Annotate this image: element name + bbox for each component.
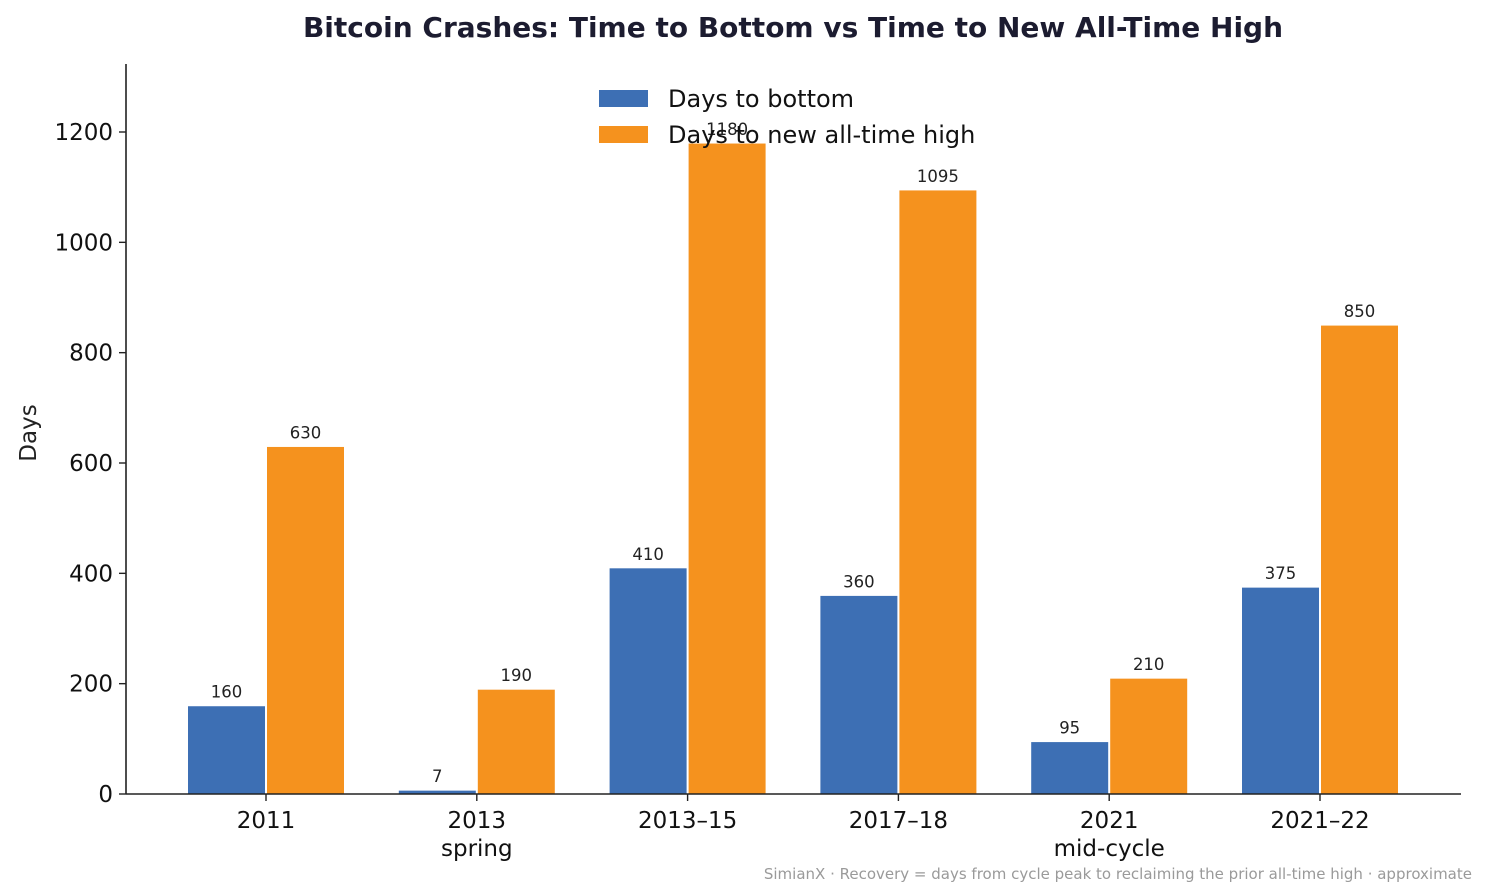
data-label: 1095 — [917, 167, 959, 186]
bar-days-to-ath — [1109, 677, 1189, 795]
bar-days-to-bottom — [608, 567, 688, 795]
x-tick-label: 2013–15 — [638, 808, 737, 834]
data-label: 95 — [1059, 719, 1080, 738]
y-axis-ticks: 0 200 400 600 800 1000 1200 — [54, 120, 126, 808]
data-label: 190 — [501, 666, 533, 685]
footnote: SimianX · Recovery = days from cycle pea… — [764, 865, 1472, 883]
bar-days-to-ath — [898, 189, 978, 795]
bar-days-to-bottom — [187, 705, 266, 795]
data-label: 1180 — [706, 120, 748, 139]
x-tick-label: 2013 — [448, 808, 507, 834]
bar-days-to-bottom — [1030, 741, 1110, 795]
data-label: 630 — [290, 423, 322, 442]
bar-days-to-ath — [266, 445, 345, 795]
x-tick-label: 2021 — [1080, 808, 1139, 834]
data-label: 375 — [1265, 564, 1297, 583]
x-tick-label: 2011 — [237, 808, 296, 834]
x-tick-label: mid-cycle — [1054, 836, 1165, 862]
legend-swatch — [599, 90, 648, 107]
bar-days-to-ath — [687, 142, 767, 795]
bar-days-to-ath — [476, 688, 556, 795]
bar-days-to-ath — [1320, 324, 1399, 795]
y-tick-label: 1000 — [54, 230, 113, 256]
y-tick-label: 1200 — [54, 120, 113, 146]
y-axis-label: Days — [16, 404, 42, 461]
bar-days-to-bottom — [1241, 586, 1320, 795]
bars-group — [187, 142, 1399, 795]
data-label: 7 — [432, 767, 443, 786]
data-labels-group: 160 7 410 360 95 375 630 190 1180 1095 210 850 — [211, 120, 1376, 786]
y-tick-label: 200 — [69, 672, 113, 698]
x-tick-label: 2017–18 — [849, 808, 948, 834]
y-tick-label: 800 — [69, 341, 113, 367]
legend: Days to bottom Days to new all-time high — [599, 85, 975, 149]
legend-label: Days to new all-time high — [668, 121, 975, 149]
bar-days-to-bottom — [819, 594, 899, 795]
legend-swatch — [599, 126, 648, 143]
x-tick-label: 2021–22 — [1270, 808, 1369, 834]
y-tick-label: 400 — [69, 561, 113, 587]
data-label: 360 — [843, 572, 875, 591]
y-tick-label: 0 — [98, 782, 113, 808]
x-tick-label: spring — [441, 836, 513, 862]
data-label: 210 — [1133, 655, 1165, 674]
chart-title: Bitcoin Crashes: Time to Bottom vs Time … — [303, 11, 1283, 44]
data-label: 160 — [211, 683, 243, 702]
data-label: 410 — [632, 545, 664, 564]
data-label: 850 — [1344, 302, 1376, 321]
legend-label: Days to bottom — [668, 85, 854, 113]
y-tick-label: 600 — [69, 451, 113, 477]
